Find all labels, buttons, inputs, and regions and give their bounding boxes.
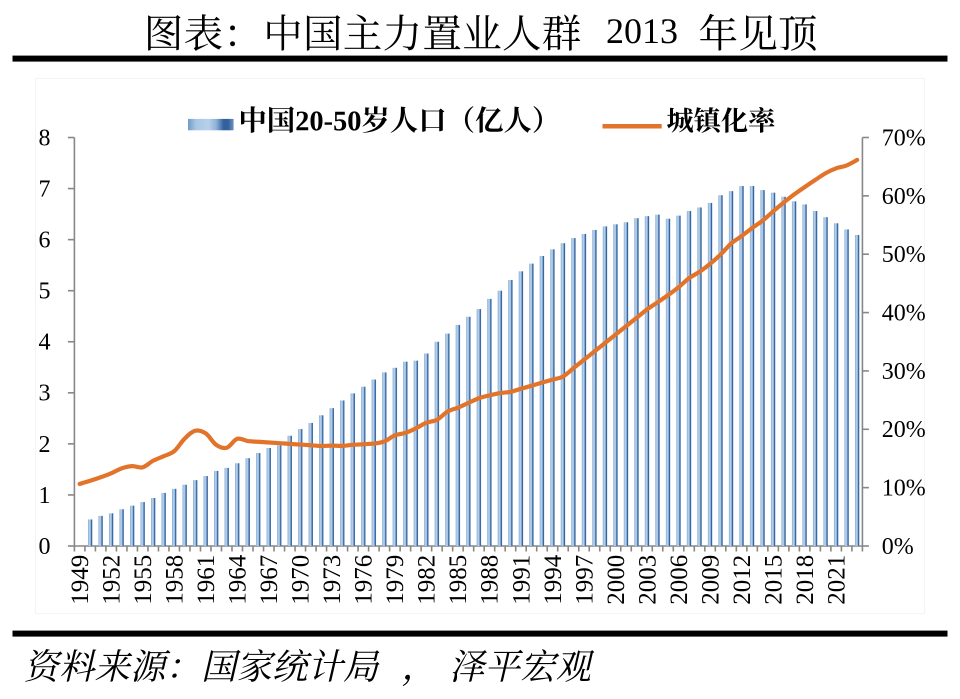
- svg-text:1952: 1952: [98, 555, 125, 605]
- svg-text:1949: 1949: [67, 555, 94, 605]
- svg-text:1: 1: [39, 483, 51, 509]
- svg-text:1976: 1976: [351, 555, 378, 605]
- svg-text:10%: 10%: [882, 476, 926, 502]
- svg-text:1997: 1997: [571, 555, 598, 605]
- svg-text:6: 6: [39, 228, 51, 254]
- svg-text:1955: 1955: [130, 555, 157, 605]
- svg-text:1964: 1964: [225, 554, 252, 605]
- svg-text:1970: 1970: [288, 555, 315, 605]
- svg-text:1991: 1991: [508, 555, 535, 605]
- svg-text:20%: 20%: [882, 417, 926, 443]
- svg-text:0%: 0%: [882, 534, 914, 560]
- svg-text:2012: 2012: [729, 555, 756, 605]
- svg-text:2006: 2006: [666, 555, 693, 605]
- svg-text:1967: 1967: [256, 555, 283, 605]
- svg-text:1973: 1973: [319, 555, 346, 605]
- svg-text:1961: 1961: [193, 555, 220, 605]
- svg-text:4: 4: [39, 330, 51, 356]
- svg-text:1994: 1994: [540, 554, 567, 605]
- svg-text:1979: 1979: [382, 555, 409, 605]
- svg-text:30%: 30%: [882, 359, 926, 385]
- svg-text:2018: 2018: [792, 555, 819, 605]
- svg-text:50%: 50%: [882, 242, 926, 268]
- svg-text:60%: 60%: [882, 184, 926, 210]
- svg-text:1982: 1982: [414, 555, 441, 605]
- svg-text:1958: 1958: [162, 555, 189, 605]
- svg-text:40%: 40%: [882, 300, 926, 326]
- svg-text:2015: 2015: [760, 555, 787, 605]
- svg-text:8: 8: [39, 125, 51, 151]
- svg-text:1985: 1985: [445, 555, 472, 605]
- svg-text:0: 0: [39, 534, 51, 560]
- svg-text:70%: 70%: [882, 125, 926, 151]
- svg-text:2000: 2000: [603, 555, 630, 605]
- svg-text:5: 5: [39, 279, 51, 305]
- svg-text:2021: 2021: [823, 555, 850, 605]
- svg-text:2003: 2003: [634, 555, 661, 605]
- svg-text:1988: 1988: [477, 555, 504, 605]
- svg-text:3: 3: [39, 381, 51, 407]
- svg-text:2: 2: [39, 432, 51, 458]
- svg-text:7: 7: [39, 176, 51, 202]
- svg-text:2009: 2009: [697, 555, 724, 605]
